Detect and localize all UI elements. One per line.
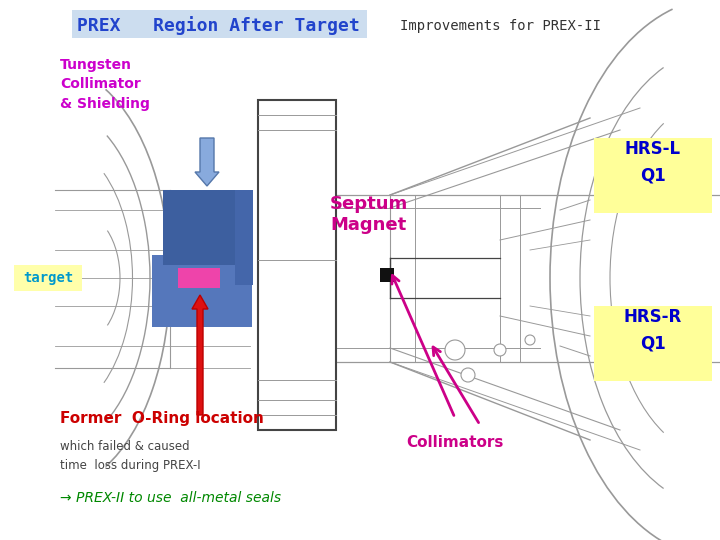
FancyArrow shape (195, 138, 219, 186)
Text: Tungsten
Collimator
& Shielding: Tungsten Collimator & Shielding (60, 58, 150, 111)
Text: HRS-R
Q1: HRS-R Q1 (624, 308, 682, 352)
Text: Collimators: Collimators (406, 435, 504, 450)
Bar (235, 190, 253, 285)
Bar (72, 10, 367, 38)
Circle shape (494, 344, 506, 356)
Text: Septum
Magnet: Septum Magnet (330, 195, 408, 234)
Bar (163, 240, 251, 265)
Bar (380, 268, 394, 282)
Circle shape (525, 335, 535, 345)
Bar (163, 190, 251, 285)
Text: HRS-L
Q1: HRS-L Q1 (625, 140, 681, 184)
Text: → PREX-II to use  all-metal seals: → PREX-II to use all-metal seals (60, 491, 281, 505)
Bar (594, 138, 712, 213)
Text: target: target (23, 271, 73, 285)
Circle shape (445, 340, 465, 360)
Text: PREX   Region After Target: PREX Region After Target (76, 17, 359, 36)
Circle shape (461, 368, 475, 382)
Bar (152, 255, 252, 327)
Text: which failed & caused
time  loss during PREX-I: which failed & caused time loss during P… (60, 440, 201, 472)
FancyArrow shape (192, 295, 208, 415)
Text: Former  O-Ring location: Former O-Ring location (60, 410, 264, 426)
Text: Improvements for PREX-II: Improvements for PREX-II (400, 19, 600, 33)
Bar (594, 306, 712, 381)
Bar (258, 100, 336, 430)
Bar (178, 268, 220, 288)
Bar (14, 265, 82, 291)
